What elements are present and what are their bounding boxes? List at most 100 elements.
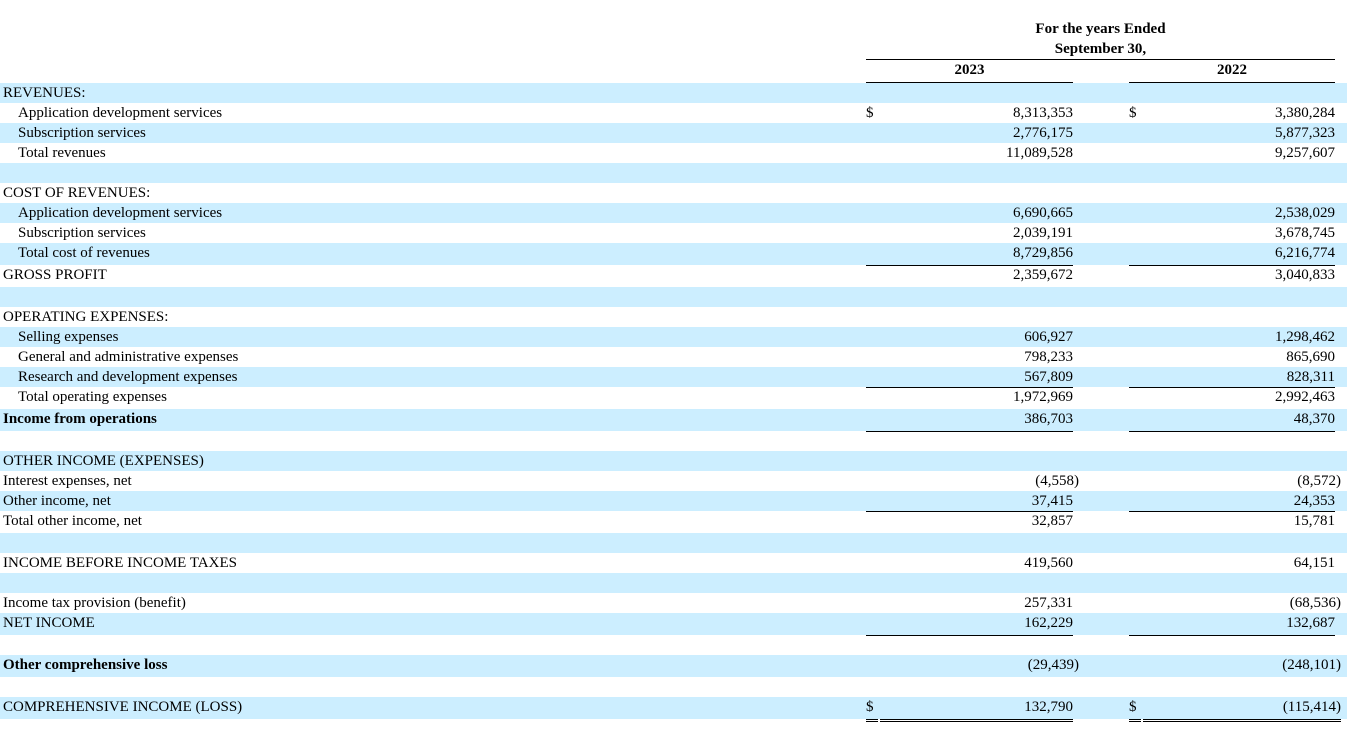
currency-symbol-2023: $ [866, 105, 874, 121]
table-row: Selling expenses 606,927 1,298,462 [0, 327, 1347, 347]
value-2023: 2,039,191 [866, 223, 1073, 244]
value-2023: 32,857 [866, 511, 1073, 534]
value-2023: 2,359,672 [866, 265, 1073, 288]
row-label: Total operating expenses [18, 389, 167, 405]
value-2022: 828,311 [1129, 367, 1335, 388]
row-label: Total other income, net [3, 513, 142, 529]
row-label: Research and development expenses [18, 369, 238, 385]
value-2023: 386,703 [866, 409, 1073, 432]
column-underline-2023 [866, 82, 1073, 83]
table-row: Total cost of revenues 8,729,856 6,216,774 [0, 243, 1347, 266]
value-2023: (29,439) [1027, 657, 1079, 673]
value-2022: 132,687 [1129, 613, 1335, 636]
row-label: REVENUES: [3, 85, 86, 101]
table-row: COMPREHENSIVE INCOME (LOSS) $ $132,790 (115… [0, 697, 1347, 722]
row-label: Subscription services [18, 225, 146, 241]
row-label: Income tax provision (benefit) [3, 595, 186, 611]
value-2023: 257,331 [866, 593, 1073, 614]
value-2023: 132,790 [880, 697, 1073, 722]
table-header: For the years Ended September 30, 2023 2… [0, 0, 1347, 83]
period-title-line2: September 30, [1054, 41, 1147, 57]
column-underline-2022 [1129, 82, 1335, 83]
row-label: Total cost of revenues [18, 245, 150, 261]
column-header-2023: 2023 [954, 62, 985, 78]
table-row: OTHER INCOME (EXPENSES) [0, 451, 1347, 471]
value-2023: (4,558) [1035, 473, 1079, 489]
table-row [0, 287, 1347, 307]
period-underline [866, 59, 1335, 60]
table-row: Research and development expenses 567,809… [0, 367, 1347, 388]
value-2023: 8,729,856 [866, 243, 1073, 266]
value-2022: 3,380,284 [1275, 105, 1335, 121]
table-row: Other income, net 37,415 24,353 [0, 491, 1347, 512]
row-label: OTHER INCOME (EXPENSES) [3, 453, 204, 469]
table-row: INCOME BEFORE INCOME TAXES 419,560 64,151 [0, 553, 1347, 573]
value-2022: (248,101) [1282, 657, 1341, 673]
value-2022: 24,353 [1129, 491, 1335, 512]
row-label: Income from operations [3, 411, 157, 427]
value-2023: 419,560 [1024, 555, 1073, 571]
row-label: Subscription services [18, 125, 146, 141]
value-2022: 865,690 [1286, 349, 1335, 365]
value-2023: 162,229 [866, 613, 1073, 636]
table-row: Interest expenses, net (4,558) (8,572) [0, 471, 1347, 491]
value-2022: 9,257,607 [1275, 145, 1335, 161]
table-row: NET INCOME 162,229 132,687 [0, 613, 1347, 636]
table-row: REVENUES: [0, 83, 1347, 103]
row-label: General and administrative expenses [18, 349, 239, 365]
row-label: OPERATING EXPENSES: [3, 309, 169, 325]
table-row: OPERATING EXPENSES: [0, 307, 1347, 327]
column-header-2022: 2022 [1217, 62, 1247, 78]
table-row [0, 677, 1347, 697]
income-statement-table: REVENUES: Application development service… [0, 83, 1347, 722]
value-2023: 6,690,665 [1013, 205, 1073, 221]
currency-symbol-2022: $ [1129, 105, 1137, 121]
table-row [0, 431, 1347, 451]
value-2022: 5,877,323 [1275, 125, 1335, 141]
row-label: INCOME BEFORE INCOME TAXES [3, 555, 237, 571]
value-2023: 567,809 [866, 367, 1073, 388]
table-row: Subscription services 2,039,191 3,678,745 [0, 223, 1347, 244]
table-row: GROSS PROFIT 2,359,672 3,040,833 [0, 265, 1347, 288]
table-row: Other comprehensive loss (29,439) (248,101… [0, 655, 1347, 677]
row-label: Application development services [18, 205, 223, 221]
table-row: Application development services 6,690,66… [0, 203, 1347, 223]
table-row [0, 163, 1347, 183]
value-2022: (68,536) [1129, 593, 1341, 614]
row-label: COMPREHENSIVE INCOME (LOSS) [3, 699, 243, 715]
value-2022: (115,414) [1143, 697, 1341, 722]
value-2022: 48,370 [1129, 409, 1335, 432]
row-label: Other comprehensive loss [3, 657, 168, 673]
row-label: COST OF REVENUES: [3, 185, 151, 201]
table-row: Subscription services 2,776,175 5,877,323 [0, 123, 1347, 143]
value-2022: 3,040,833 [1129, 265, 1335, 288]
table-row: Application development services $ $8,313,… [0, 103, 1347, 123]
value-2023: 606,927 [1024, 329, 1073, 345]
value-2022: 2,992,463 [1129, 387, 1335, 410]
row-label: GROSS PROFIT [3, 267, 107, 283]
table-row: Income tax provision (benefit) 257,331 (68… [0, 593, 1347, 614]
period-title: For the years Ended September 30, [866, 19, 1335, 59]
row-label: NET INCOME [3, 615, 95, 631]
value-2023: 798,233 [1024, 349, 1073, 365]
value-2023: 1,972,969 [866, 387, 1073, 410]
table-row [0, 533, 1347, 553]
value-2022: 1,298,462 [1275, 329, 1335, 345]
value-2023: 37,415 [866, 491, 1073, 512]
currency-symbol-2022: $ [1129, 697, 1141, 722]
table-row: Income from operations 386,703 48,370 [0, 409, 1347, 432]
value-2023: 2,776,175 [1013, 125, 1073, 141]
row-label: Interest expenses, net [3, 473, 132, 489]
table-row: Total operating expenses 1,972,969 2,992,4… [0, 387, 1347, 410]
row-label: Application development services [18, 105, 223, 121]
value-2022: 6,216,774 [1129, 243, 1335, 266]
currency-symbol-2023: $ [866, 697, 878, 722]
value-2023: 11,089,528 [1006, 145, 1073, 161]
value-2022: (8,572) [1297, 473, 1341, 489]
table-row [0, 635, 1347, 655]
table-row: COST OF REVENUES: [0, 183, 1347, 203]
row-label: Selling expenses [18, 329, 119, 345]
row-label: Other income, net [3, 493, 111, 509]
value-2023: 8,313,353 [1013, 105, 1073, 121]
table-row: Total revenues 11,089,528 9,257,607 [0, 143, 1347, 163]
